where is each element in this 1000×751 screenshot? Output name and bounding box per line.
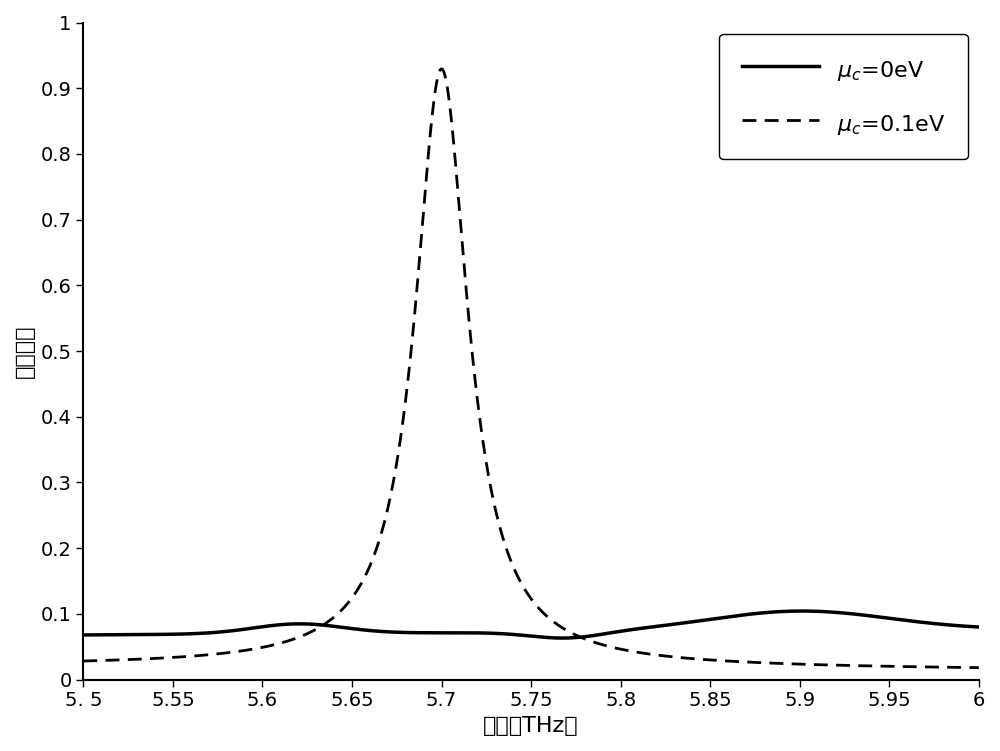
$\mu_c$=0.1eV bbox=[436, 65, 448, 74]
$\mu_c$=0.1eV bbox=[77, 656, 89, 665]
Line: $\mu_c$=0eV: $\mu_c$=0eV bbox=[83, 611, 979, 638]
$\mu_c$=0.1eV bbox=[489, 505, 501, 514]
$\mu_c$=0.1eV bbox=[513, 575, 525, 584]
$\mu_c$=0.1eV bbox=[783, 659, 795, 668]
$\mu_c$=0eV bbox=[556, 634, 568, 643]
$\mu_c$=0eV bbox=[947, 621, 959, 630]
$\mu_c$=0eV bbox=[513, 630, 525, 639]
Line: $\mu_c$=0.1eV: $\mu_c$=0.1eV bbox=[83, 69, 979, 668]
Legend: $\mu_c$=0eV, $\mu_c$=0.1eV: $\mu_c$=0eV, $\mu_c$=0.1eV bbox=[719, 34, 968, 159]
$\mu_c$=0eV bbox=[77, 630, 89, 639]
$\mu_c$=0.1eV bbox=[947, 663, 959, 672]
X-axis label: 频率（THz）: 频率（THz） bbox=[483, 716, 579, 736]
$\mu_c$=0eV bbox=[948, 621, 960, 630]
$\mu_c$=0eV bbox=[796, 607, 808, 616]
$\mu_c$=0.1eV bbox=[973, 663, 985, 672]
$\mu_c$=0eV bbox=[973, 623, 985, 632]
$\mu_c$=0eV bbox=[489, 629, 501, 638]
Y-axis label: 传输效率: 传输效率 bbox=[15, 324, 35, 378]
$\mu_c$=0.1eV bbox=[123, 655, 135, 664]
$\mu_c$=0eV bbox=[123, 630, 135, 639]
$\mu_c$=0eV bbox=[783, 607, 795, 616]
$\mu_c$=0.1eV bbox=[947, 663, 959, 672]
